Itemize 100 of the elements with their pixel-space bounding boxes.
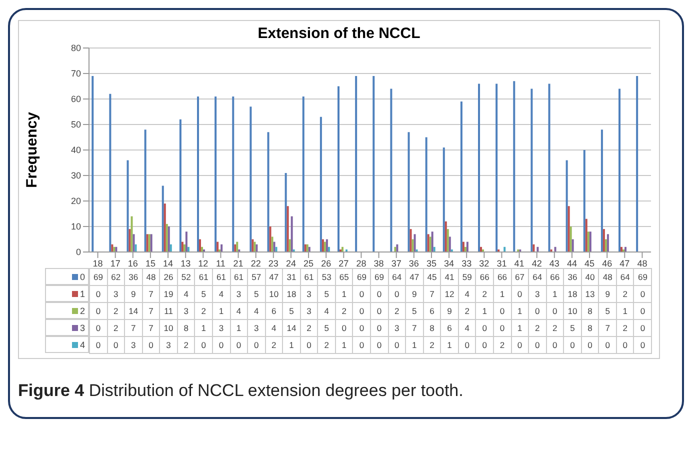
data-label: 0 <box>492 302 512 320</box>
data-label: 2 <box>300 319 318 337</box>
chart-title: Extension of the NCCL <box>256 25 422 42</box>
y-tick-label: 0 <box>76 247 81 258</box>
data-label: 2 <box>528 319 547 337</box>
data-label: 4 <box>176 285 196 303</box>
data-label: 14 <box>124 302 143 320</box>
bar <box>355 76 358 252</box>
caption: Figure 4 Distribution of NCCL extension degrees per tooth. <box>18 381 464 401</box>
bar <box>132 234 135 252</box>
data-label: 0 <box>194 336 213 354</box>
data-label: 61 <box>300 268 318 286</box>
data-label: 0 <box>212 336 230 354</box>
y-tick-label: 60 <box>70 94 81 104</box>
data-label: 0 <box>142 336 160 354</box>
bar <box>250 106 252 252</box>
data-label: 0 <box>633 285 652 303</box>
bar <box>164 204 166 252</box>
data-label: 4 <box>230 302 248 320</box>
data-label: 57 <box>247 268 266 286</box>
y-tick-label: 40 <box>70 145 81 156</box>
data-label: 69 <box>370 268 389 286</box>
data-label: 11 <box>159 302 178 320</box>
x-tick-label: 38 <box>374 258 384 268</box>
bar <box>286 206 289 252</box>
data-label: 2 <box>317 336 336 354</box>
x-tick-label: 14 <box>163 258 174 268</box>
bar <box>412 239 414 252</box>
data-label: 3 <box>106 285 126 303</box>
x-tick-label: 42 <box>532 258 542 268</box>
data-label: 69 <box>89 268 108 286</box>
data-label: 1 <box>440 336 459 354</box>
data-label: 0 <box>370 319 389 337</box>
bar <box>372 76 375 252</box>
x-tick-label: 43 <box>549 258 560 268</box>
data-label: 14 <box>282 319 301 337</box>
data-label: 0 <box>528 302 547 320</box>
bar <box>134 244 137 252</box>
bar <box>460 102 462 252</box>
bar <box>338 86 340 252</box>
x-tick-label: 21 <box>233 258 244 268</box>
bar <box>183 244 186 252</box>
bar <box>170 244 172 252</box>
bar <box>162 186 164 252</box>
data-label: 1 <box>334 336 354 354</box>
data-label: 5 <box>317 285 336 303</box>
bar <box>130 216 133 252</box>
bar <box>427 234 430 252</box>
x-tick-label: 26 <box>321 258 332 268</box>
data-label: 9 <box>598 285 617 303</box>
bar <box>442 147 445 252</box>
data-label: 66 <box>492 268 512 286</box>
data-label: 1 <box>510 302 530 320</box>
data-label: 62 <box>106 268 126 286</box>
data-label: 7 <box>142 285 160 303</box>
data-label: 2 <box>546 319 564 337</box>
legend-label: 1 <box>80 289 85 299</box>
bar <box>302 96 304 252</box>
data-label: 7 <box>598 319 617 337</box>
x-tick-label: 15 <box>145 258 156 268</box>
data-label: 1 <box>282 336 301 354</box>
data-label: 10 <box>159 319 178 337</box>
data-label: 1 <box>616 302 634 320</box>
data-label: 12 <box>440 285 459 303</box>
data-label: 6 <box>422 302 442 320</box>
data-label: 5 <box>405 302 424 320</box>
y-tick-label: 80 <box>70 43 81 54</box>
data-label: 1 <box>475 302 494 320</box>
data-label: 3 <box>300 285 318 303</box>
legend-label: 4 <box>80 340 85 350</box>
data-label: 2 <box>616 319 634 337</box>
bar <box>600 130 603 252</box>
data-label: 0 <box>352 336 371 354</box>
data-label: 66 <box>475 268 494 286</box>
data-label: 9 <box>405 285 424 303</box>
data-label: 2 <box>422 336 442 354</box>
data-label: 0 <box>388 285 406 303</box>
bar <box>128 229 131 252</box>
y-axis-title: Frequency <box>23 111 40 188</box>
bar <box>396 244 398 252</box>
data-label: 0 <box>616 336 634 354</box>
x-tick-label: 32 <box>479 258 490 268</box>
bar <box>530 88 533 252</box>
data-label: 2 <box>106 302 126 320</box>
data-label: 0 <box>458 336 476 354</box>
data-label: 0 <box>230 336 248 354</box>
x-tick-label: 45 <box>584 258 595 268</box>
data-label: 3 <box>124 336 143 354</box>
data-label: 10 <box>264 285 284 303</box>
x-tick-label: 13 <box>180 258 191 268</box>
data-label: 5 <box>563 319 582 337</box>
data-label: 8 <box>580 319 600 337</box>
bar <box>290 216 293 252</box>
bar <box>604 239 607 252</box>
data-label: 9 <box>124 285 143 303</box>
bar <box>478 84 480 252</box>
bar <box>269 226 272 252</box>
data-label: 7 <box>142 302 160 320</box>
x-tick-label: 36 <box>408 258 419 268</box>
data-label: 4 <box>458 319 476 337</box>
